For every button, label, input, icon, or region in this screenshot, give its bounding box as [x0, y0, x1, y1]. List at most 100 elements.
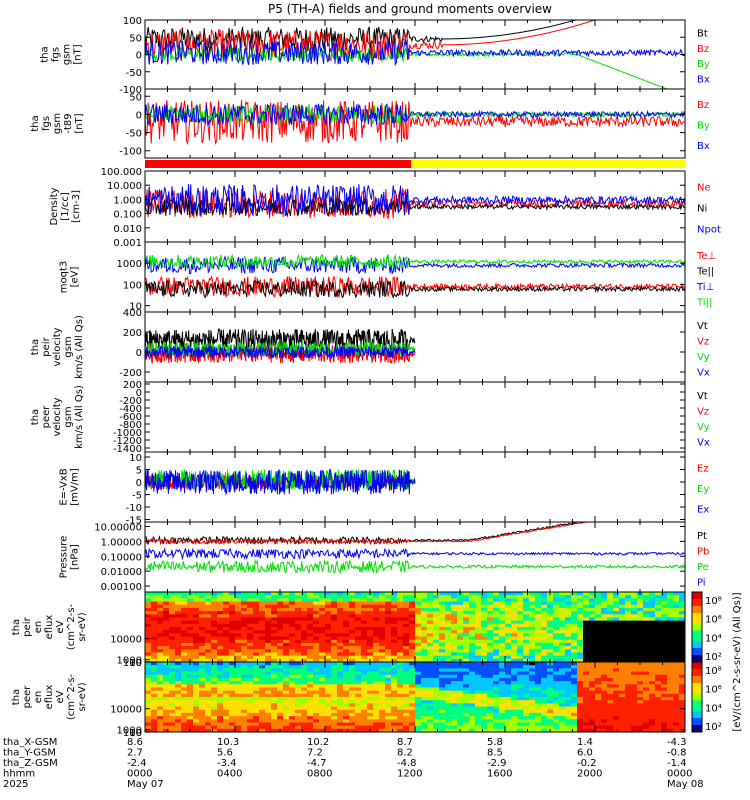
- y-tick-label: 200: [123, 380, 142, 391]
- x-axis-value: 8.5: [487, 748, 503, 759]
- panel-frame: [144, 311, 686, 383]
- y-tick-label: 10000: [110, 705, 142, 716]
- region-segment-1: [411, 160, 685, 168]
- legend-By: By: [697, 121, 710, 132]
- y-tick-label: 0.001: [113, 238, 142, 249]
- traces-fgs_t89: [145, 99, 685, 146]
- colorbar-tick: 10⁴: [705, 633, 722, 644]
- y-axis-label: km/s (All Qs): [74, 385, 85, 449]
- legend-Pb: Pb: [697, 546, 709, 557]
- y-tick-label: 0: [136, 51, 142, 62]
- x-axis-row-label: tha_X-GSM: [3, 737, 57, 748]
- y-tick-label: 0: [136, 110, 142, 121]
- trace-Ti⊥: [145, 255, 685, 275]
- y-axis-label: [1/cc]: [60, 192, 71, 221]
- x-axis-value: -2.4: [127, 758, 147, 769]
- y-axis-label: peir: [41, 336, 52, 356]
- x-axis-value: 1200: [397, 769, 422, 780]
- colorbar-tick: 10⁶: [705, 685, 722, 696]
- y-tick-label: 5: [136, 466, 142, 477]
- colorbar-tick: 10²: [705, 652, 722, 663]
- x-axis-row-label: tha_Y-GSM: [3, 748, 56, 759]
- trace-Bx: [145, 103, 685, 126]
- legend-Bt: Bt: [697, 29, 708, 40]
- y-tick-label: 100: [123, 728, 142, 739]
- x-axis-year: 2025: [3, 779, 28, 790]
- y-tick-label: 0: [136, 348, 142, 359]
- y-axis-label: tha: [30, 409, 41, 425]
- traces-density: [145, 184, 685, 221]
- y-tick-label: -600: [119, 412, 142, 423]
- y-tick-label: -1000: [113, 428, 142, 439]
- y-axis-label: en: [33, 691, 44, 704]
- x-axis-value: -4.8: [397, 758, 417, 769]
- x-axis-value: 8.2: [397, 748, 413, 759]
- x-axis-value: 1.4: [577, 737, 593, 748]
- y-tick-label: 100: [123, 16, 142, 27]
- y-axis-label: E=-VxB: [59, 468, 70, 505]
- trace-Npot: [145, 184, 685, 217]
- y-axis-label: gsm: [63, 336, 74, 357]
- trace-Te⊥: [145, 275, 685, 299]
- panel-temp: 1000 100 10 moqt3 [eV] Te⊥ Te|| Ti⊥ Ti||: [59, 241, 716, 313]
- y-tick-label: -5: [132, 491, 142, 502]
- y-tick-label: -1200: [113, 436, 142, 447]
- y-tick-label: -800: [119, 420, 142, 431]
- y-axis-label: tha: [40, 46, 51, 62]
- x-axis-date: May 08: [667, 779, 704, 790]
- y-tick-label: 50: [129, 92, 142, 103]
- legend-Vx: Vx: [697, 367, 710, 378]
- colorbar-tick: 10²: [705, 722, 722, 733]
- y-tick-label: -50: [126, 68, 142, 79]
- traces-efield: [145, 468, 416, 496]
- y-tick-label: 10: [129, 302, 142, 313]
- panel-frame: [144, 521, 686, 593]
- legend-Bz: Bz: [697, 100, 709, 111]
- panel-pressure: 10.00000 1.00000 0.10000 0.01000 0.00100 Pres…: [59, 521, 709, 593]
- y-tick-label: 1.00000: [101, 537, 142, 548]
- panel-frame: [144, 241, 686, 313]
- x-axis-value: 1600: [487, 769, 512, 780]
- y-axis-label: sr-eV): [77, 612, 88, 641]
- legend-Ey: Ey: [697, 484, 709, 495]
- trace-Ey: [145, 468, 416, 491]
- plot-title: P5 (TH-A) fields and ground moments over…: [268, 2, 552, 16]
- y-tick-label: 0.00100: [101, 582, 142, 593]
- y-tick-label: -10: [126, 503, 142, 514]
- x-axis-value: -0.8: [667, 748, 687, 759]
- x-axis-value: 8.6: [127, 737, 143, 748]
- traces-fgs: [145, 20, 685, 89]
- y-axis-label: eV: [55, 620, 66, 633]
- colorbar-peer_en: 10⁸ 10⁶ 10⁴ 10²: [691, 661, 722, 733]
- legend-Ez: Ez: [697, 463, 709, 474]
- y-axis-label: velocity: [52, 397, 63, 436]
- legend-By: By: [697, 59, 710, 70]
- y-axis-label: peer: [22, 685, 33, 709]
- y-tick-label: 1000: [117, 259, 142, 270]
- y-axis-label: peir: [22, 616, 33, 636]
- colorbar-peir_en: 10⁸ 10⁶ 10⁴ 10²: [691, 591, 722, 663]
- x-axis-row-label: hhmm: [3, 769, 35, 780]
- legend-Te⊥: Te⊥: [696, 251, 716, 262]
- x-axis-value: 2000: [577, 769, 602, 780]
- trace-Bz: [145, 20, 597, 61]
- legend-Ni: Ni: [697, 204, 707, 215]
- y-tick-label: 10.000: [107, 181, 142, 192]
- y-axis-label: tha: [11, 619, 22, 635]
- legend-Vz: Vz: [697, 336, 709, 347]
- y-tick-label: 10: [129, 453, 142, 464]
- y-tick-label: -15: [126, 516, 142, 527]
- y-tick-label: 400: [123, 308, 142, 319]
- y-axis-label: Density: [49, 187, 60, 225]
- x-axis-value: 10.2: [307, 737, 329, 748]
- y-tick-label: 100.000: [101, 167, 142, 178]
- legend-Bx: Bx: [697, 141, 710, 152]
- trace-Pb: [145, 522, 592, 546]
- spectrogram-peer_en: [145, 662, 685, 732]
- y-tick-label: 0.010: [113, 224, 142, 235]
- y-tick-label: -1400: [113, 444, 142, 455]
- x-axis-value: -0.2: [577, 758, 597, 769]
- y-axis-label: eflux: [44, 615, 55, 640]
- trace-Pi: [145, 547, 685, 561]
